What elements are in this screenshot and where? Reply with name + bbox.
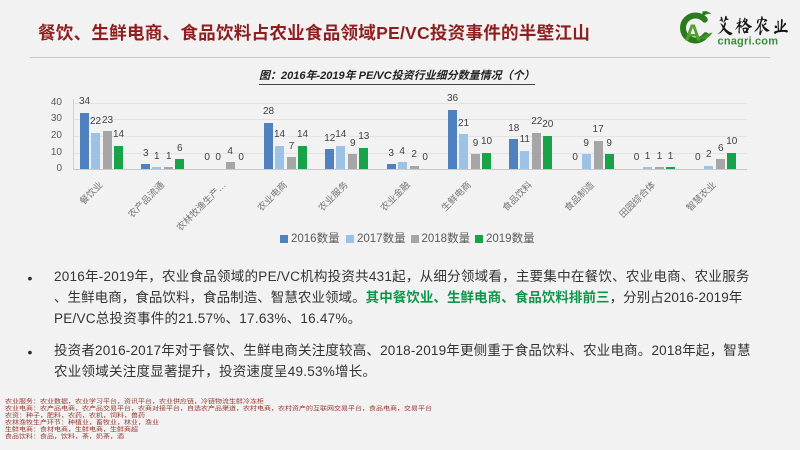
svg-text:艾格农业: 艾格农业 (716, 15, 790, 36)
svg-text:cnagri.com: cnagri.com (718, 36, 779, 48)
svg-text:A: A (685, 20, 702, 46)
